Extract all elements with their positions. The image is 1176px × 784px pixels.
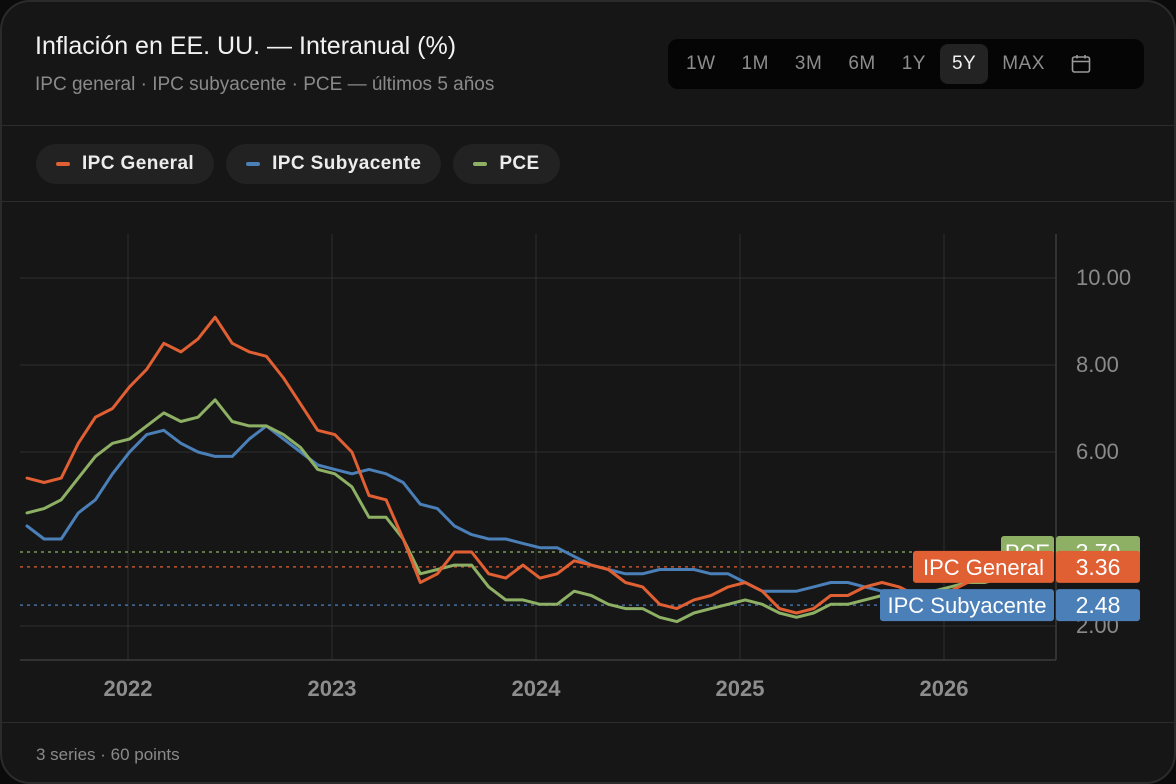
x-tick-label: 2025 (716, 676, 765, 701)
legend-swatch-ipc-subyacente (246, 162, 261, 166)
series-name-tag (913, 550, 1054, 583)
range-button-1w[interactable]: 1W (686, 53, 716, 74)
range-button-5y[interactable]: 5Y (939, 44, 989, 84)
series-value-tag (1056, 550, 1140, 583)
series-line (25, 424, 1038, 607)
x-tick-label: 2024 (512, 676, 562, 701)
series-value-tag-label: 3.36 (1076, 554, 1121, 580)
page-title: Inflación en EE. UU. — Interanual (%) (35, 32, 457, 60)
legend-item-ipc-subyacente[interactable]: IPC Subyacente (226, 144, 442, 184)
card-footer: 3 series · 60 points (2, 722, 1174, 782)
series-value-tag-label: 2.48 (1076, 592, 1121, 618)
x-tick-label: 2022 (104, 676, 153, 701)
range-button-max[interactable]: MAX (1002, 53, 1045, 74)
calendar-icon (1071, 55, 1091, 73)
footer-summary: 3 series · 60 points (36, 745, 180, 764)
card-header: Inflación en EE. UU. — Interanual (%) IP… (2, 2, 1174, 126)
series-line (25, 315, 1038, 615)
time-range-selector: 1W 1M 3M 6M 1Y 5Y MAX (668, 39, 1144, 89)
range-button-6m[interactable]: 6M (848, 53, 876, 74)
series-line (25, 398, 1038, 624)
x-tick-label: 2023 (308, 676, 357, 701)
range-button-1y[interactable]: 1Y (901, 53, 926, 74)
legend: IPC General IPC Subyacente PCE (36, 144, 560, 184)
y-tick-label: 8.00 (1076, 352, 1119, 377)
series-value-tag (1056, 589, 1140, 622)
calendar-button[interactable] (1059, 44, 1103, 84)
legend-swatch-pce (473, 162, 488, 166)
range-button-3m[interactable]: 3M (794, 53, 823, 74)
y-tick-label: 6.00 (1076, 439, 1119, 464)
legend-item-pce[interactable]: PCE (453, 144, 560, 184)
legend-label: IPC General (82, 153, 195, 174)
line-chart[interactable]: 2.006.008.0010.0020222023202420252026PCE… (2, 2, 1174, 722)
series-name-tag-label: IPC General (923, 555, 1044, 580)
legend-label: PCE (499, 153, 540, 174)
range-button-1m[interactable]: 1M (741, 53, 769, 74)
series-name-tag-label: IPC Subyacente (888, 593, 1047, 618)
x-tick-label: 2026 (920, 676, 969, 701)
legend-label: IPC Subyacente (272, 153, 422, 174)
series-name-tag (880, 589, 1054, 622)
y-tick-label: 10.00 (1076, 265, 1131, 290)
page-subtitle: IPC general · IPC subyacente · PCE — últ… (35, 74, 495, 95)
legend-swatch-ipc-general (56, 162, 70, 166)
legend-item-ipc-general[interactable]: IPC General (36, 144, 215, 184)
legend-bar: IPC General IPC Subyacente PCE (2, 127, 1174, 202)
